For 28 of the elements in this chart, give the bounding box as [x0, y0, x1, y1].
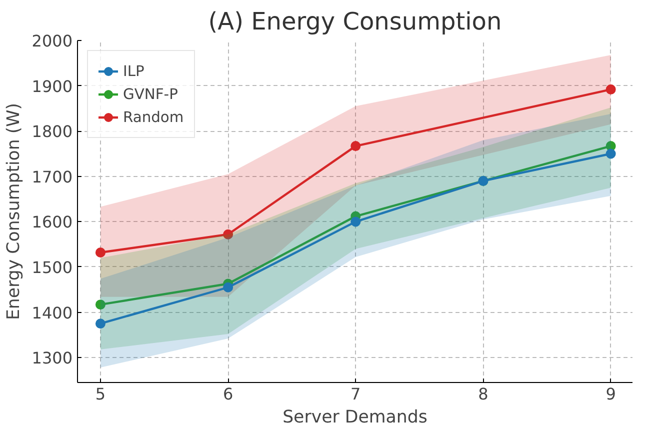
x-tick-label: 8 [478, 384, 488, 404]
y-tick-label: 2000 [32, 32, 72, 50]
y-tick-label: 1800 [32, 122, 72, 142]
y-tick-label: 1500 [32, 258, 72, 277]
point [606, 84, 616, 94]
chart-title: (A) Energy Consumption [208, 8, 502, 36]
y-tick-label: 1700 [32, 167, 72, 186]
point [350, 141, 361, 152]
x-tick-label: 5 [95, 384, 106, 404]
x-tick-label: 9 [606, 384, 616, 404]
y-axis-title: Energy Consumption (W) [4, 102, 24, 320]
point [223, 229, 234, 240]
y-tick-label: 1900 [32, 76, 72, 96]
y-tick-label: 1300 [32, 348, 72, 368]
x-tick-label: 6 [222, 384, 234, 404]
point [95, 248, 106, 258]
y-tick-label: 1400 [32, 303, 72, 322]
x-axis-title: Server Demands [282, 408, 428, 428]
point [223, 282, 234, 292]
legend-label: GVNF-P [123, 86, 178, 102]
legend-label: Random [123, 108, 184, 126]
point [350, 216, 361, 227]
point [95, 318, 106, 329]
legend-label: ILP [123, 62, 144, 80]
y-tick-label: 1600 [32, 212, 72, 232]
point [95, 300, 106, 310]
point [606, 148, 616, 159]
x-tick-label: 7 [350, 384, 361, 404]
